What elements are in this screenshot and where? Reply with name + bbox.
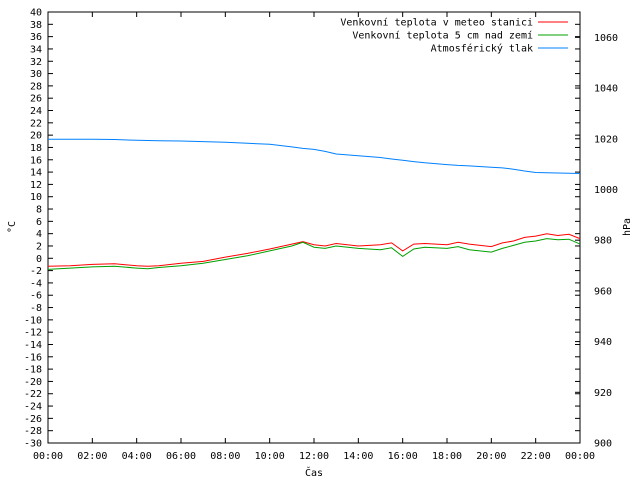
y-tick-label-right: 920: [594, 388, 612, 399]
x-tick-label: 20:00: [476, 451, 506, 462]
x-tick-label: 10:00: [255, 451, 285, 462]
y-tick-label-right: 1020: [594, 134, 618, 145]
series-line-3: [48, 138, 581, 174]
y-tick-label-left: 8: [36, 205, 42, 216]
y-tick-label-left: 6: [36, 217, 42, 228]
y-tick-label-left: 40: [30, 8, 42, 19]
legend-label-1: Venkovní teplota v meteo stanici: [340, 17, 533, 29]
right-axis: 1060 1040 1020 1000 980 960 940 920 900: [575, 33, 618, 450]
y-tick-label-left: 2: [36, 241, 42, 252]
y-tick-label-left: 32: [30, 57, 42, 68]
x-tick-label: 16:00: [388, 451, 418, 462]
y-tick-label-left: 10: [30, 192, 42, 203]
y-tick-label-left: -4: [30, 278, 42, 289]
y-tick-label-left: 22: [30, 118, 42, 129]
legend-label-3: Atmosférický tlak: [431, 43, 533, 55]
y-tick-label-left: 14: [30, 168, 42, 179]
left-axis: 4038363432302826242220181614121086420-2-…: [24, 8, 580, 450]
y-tick-label-right: 900: [594, 439, 612, 450]
y-tick-label-left: -6: [30, 291, 42, 302]
y-tick-label-left: 24: [30, 106, 42, 117]
y-tick-label-left: 0: [36, 254, 42, 265]
y-tick-label-left: -10: [24, 315, 42, 326]
x-tick-label: 22:00: [521, 451, 551, 462]
y-tick-label-left: 12: [30, 180, 42, 191]
legend-label-2: Venkovní teplota 5 cm nad zemí: [352, 30, 533, 42]
y-tick-label-right: 1040: [594, 84, 618, 95]
y-tick-label-left: -14: [24, 340, 42, 351]
y-tick-label-left: -20: [24, 377, 42, 388]
series-line-1: [47, 233, 581, 267]
y-tick-label-left: -2: [30, 266, 42, 277]
y-tick-label-left: 30: [30, 69, 42, 80]
y-tick-label-left: -22: [24, 389, 42, 400]
y-tick-label-left: 18: [30, 143, 42, 154]
x-tick-label: 06:00: [166, 451, 196, 462]
y-tick-label-left: 26: [30, 94, 42, 105]
y-tick-label-left: 28: [30, 81, 42, 92]
x-tick-label: 18:00: [432, 451, 462, 462]
y-tick-label-right: 1000: [594, 185, 618, 196]
y-tick-label-left: -8: [30, 303, 42, 314]
y-tick-label-left: -18: [24, 365, 42, 376]
y-tick-label-right: 980: [594, 236, 612, 247]
x-tick-label: 00:00: [565, 451, 595, 462]
y-tick-label-left: -16: [24, 352, 42, 363]
y-tick-label-right: 1060: [594, 33, 618, 44]
y-tick-label-left: 34: [30, 44, 42, 55]
x-axis: 00:00 02:00 04:00 06:00 08:00 10:00 12:00 14:00…: [33, 12, 595, 462]
plot-frame: [47, 11, 581, 444]
x-tick-label: 04:00: [122, 451, 152, 462]
x-tick-label: 00:00: [33, 451, 63, 462]
x-axis-label: Čas: [305, 466, 323, 479]
y-tick-label-left: -12: [24, 328, 42, 339]
y-tick-label-left: 20: [30, 131, 42, 142]
y-tick-label-left: 36: [30, 32, 42, 43]
y-tick-label-left: -30: [24, 439, 42, 450]
y-tick-label-left: -24: [24, 402, 42, 413]
x-tick-label: 02:00: [77, 451, 107, 462]
y-axis-label-right: hPa: [622, 218, 633, 236]
y-tick-label-right: 940: [594, 337, 612, 348]
x-tick-label: 14:00: [343, 451, 373, 462]
y-tick-label-left: 4: [36, 229, 42, 240]
y-tick-label-left: 16: [30, 155, 42, 166]
y-tick-label-right: 960: [594, 286, 612, 297]
series-line-2: [47, 238, 581, 270]
series-lines: [47, 138, 581, 270]
x-tick-label: 12:00: [299, 451, 329, 462]
y-tick-label-left: -26: [24, 414, 42, 425]
legend: Venkovní teplota v meteo staniciVenkovní…: [340, 17, 568, 55]
x-tick-label: 08:00: [210, 451, 240, 462]
y-tick-label-left: 38: [30, 20, 42, 31]
y-tick-label-left: -28: [24, 426, 42, 437]
y-axis-label-left: °C: [7, 221, 18, 233]
